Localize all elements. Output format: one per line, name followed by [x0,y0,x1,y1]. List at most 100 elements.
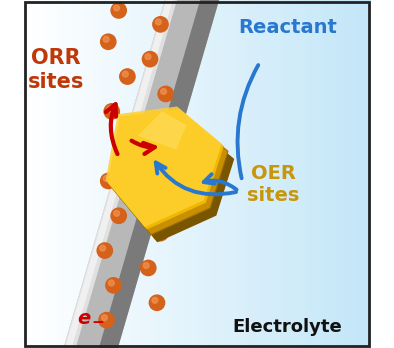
Circle shape [114,211,119,216]
Polygon shape [267,0,271,348]
Polygon shape [75,0,80,348]
Text: e: e [77,309,91,328]
Circle shape [104,104,119,119]
Polygon shape [54,0,58,348]
Polygon shape [193,0,197,348]
Polygon shape [162,0,167,348]
Polygon shape [227,0,232,348]
Circle shape [100,173,116,189]
Polygon shape [88,0,93,348]
Polygon shape [110,0,114,348]
Circle shape [149,124,154,129]
Circle shape [145,54,151,60]
Polygon shape [41,0,45,348]
Polygon shape [284,0,288,348]
Polygon shape [118,122,234,242]
Circle shape [106,278,121,293]
Polygon shape [345,0,349,348]
Polygon shape [301,0,306,348]
Circle shape [154,156,170,171]
Polygon shape [332,0,336,348]
Polygon shape [119,0,123,348]
Circle shape [153,226,168,241]
Polygon shape [240,0,245,348]
Text: Reactant: Reactant [238,18,337,37]
Polygon shape [62,0,179,348]
Circle shape [103,37,109,42]
Polygon shape [45,0,49,348]
Polygon shape [158,0,162,348]
Circle shape [123,71,128,77]
Circle shape [107,106,113,112]
Circle shape [149,295,165,310]
Polygon shape [136,0,140,348]
Polygon shape [127,0,132,348]
Text: OER
sites: OER sites [247,164,300,205]
Polygon shape [349,0,353,348]
Polygon shape [36,0,41,348]
Polygon shape [112,114,228,235]
Polygon shape [93,0,222,348]
Polygon shape [106,106,222,227]
Polygon shape [197,0,201,348]
Polygon shape [114,0,119,348]
Polygon shape [275,0,280,348]
Polygon shape [280,0,284,348]
Polygon shape [288,0,293,348]
Polygon shape [97,0,101,348]
Circle shape [153,17,168,32]
Circle shape [156,19,161,25]
Polygon shape [93,0,97,348]
Polygon shape [149,0,154,348]
Circle shape [100,245,106,251]
Polygon shape [67,0,71,348]
Text: ORR
sites: ORR sites [28,48,84,92]
Polygon shape [314,0,319,348]
Polygon shape [154,0,158,348]
Polygon shape [336,0,340,348]
Circle shape [97,243,112,258]
Polygon shape [32,0,36,348]
Polygon shape [327,0,332,348]
Polygon shape [254,0,258,348]
Polygon shape [171,0,175,348]
Polygon shape [27,0,32,348]
Polygon shape [61,0,183,348]
Polygon shape [49,0,54,348]
Polygon shape [297,0,301,348]
Polygon shape [367,0,371,348]
Polygon shape [145,0,149,348]
Circle shape [143,263,149,268]
Circle shape [117,141,123,147]
Polygon shape [210,0,214,348]
Polygon shape [340,0,345,348]
Polygon shape [310,0,314,348]
Polygon shape [214,0,219,348]
Circle shape [152,298,158,303]
Polygon shape [62,0,67,348]
Polygon shape [271,0,275,348]
Circle shape [111,3,126,18]
Circle shape [158,86,173,102]
Polygon shape [58,0,62,348]
Polygon shape [138,111,187,150]
Polygon shape [258,0,262,348]
Polygon shape [319,0,323,348]
Polygon shape [323,0,327,348]
Polygon shape [223,0,227,348]
Polygon shape [188,0,193,348]
Polygon shape [23,0,27,348]
Polygon shape [180,0,184,348]
Circle shape [145,193,151,199]
Polygon shape [293,0,297,348]
Circle shape [111,208,126,223]
Polygon shape [201,0,206,348]
Polygon shape [306,0,310,348]
Polygon shape [108,109,224,229]
Polygon shape [262,0,267,348]
Polygon shape [84,0,88,348]
Polygon shape [232,0,236,348]
Circle shape [146,121,161,136]
Circle shape [141,260,156,276]
Circle shape [142,191,158,206]
